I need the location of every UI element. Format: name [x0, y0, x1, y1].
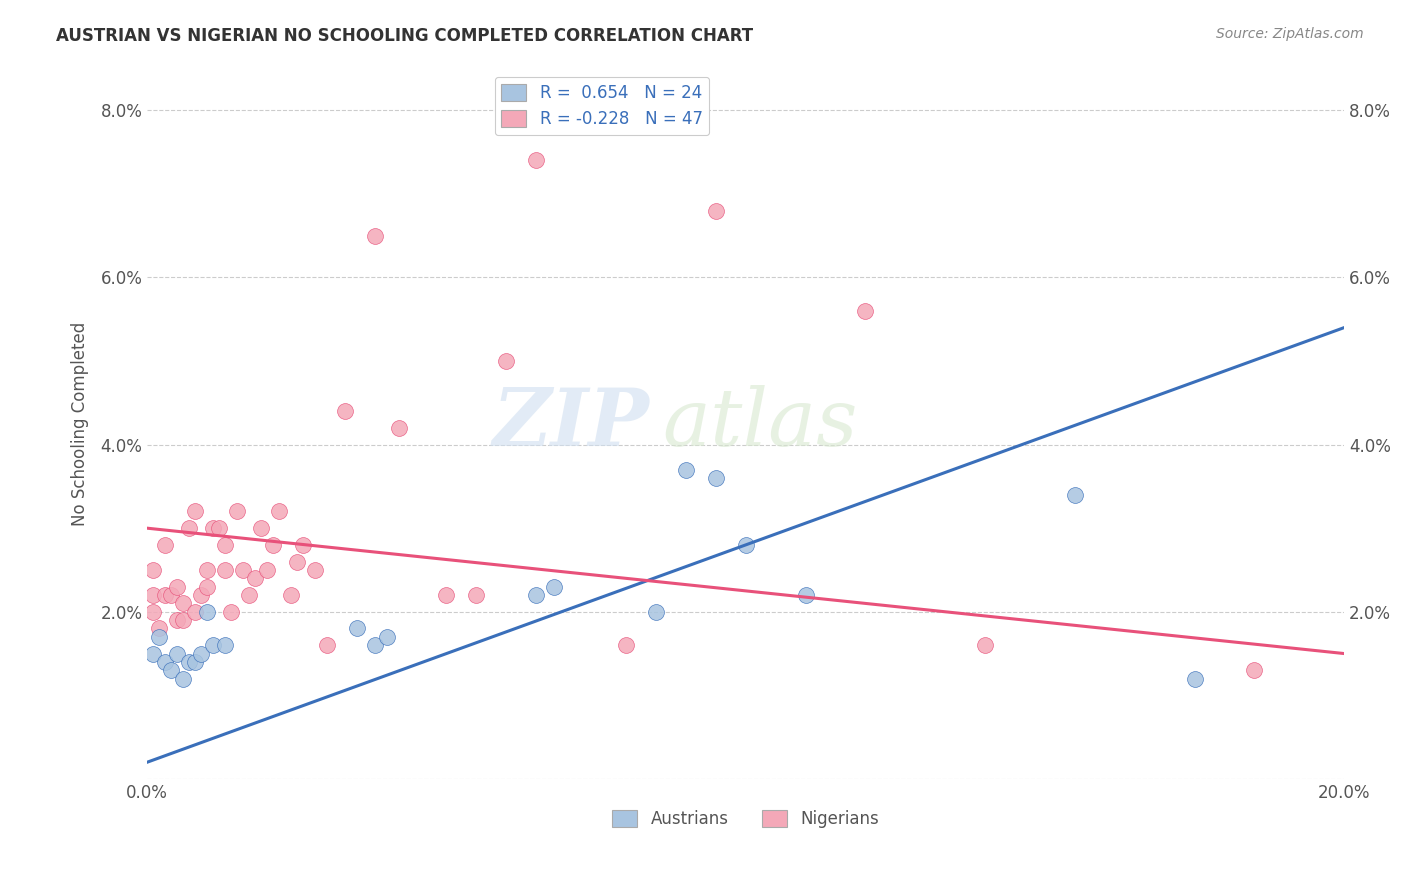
Point [363, 638, 385, 652]
Point [172, 672, 194, 686]
Point [142, 588, 165, 602]
Point [219, 605, 242, 619]
Point [148, 622, 170, 636]
Point [280, 588, 302, 602]
Point [238, 588, 260, 602]
Point [177, 521, 200, 535]
Point [675, 463, 697, 477]
Point [250, 521, 273, 535]
Point [184, 504, 207, 518]
Point [142, 563, 165, 577]
Point [465, 588, 488, 602]
Point [734, 538, 756, 552]
Point [524, 588, 547, 602]
Point [166, 613, 188, 627]
Point [974, 638, 997, 652]
Point [190, 647, 212, 661]
Point [375, 630, 398, 644]
Point [704, 471, 727, 485]
Point [794, 588, 817, 602]
Point [387, 421, 409, 435]
Point [543, 580, 565, 594]
Text: Source: ZipAtlas.com: Source: ZipAtlas.com [1216, 27, 1364, 41]
Point [495, 354, 517, 368]
Point [214, 638, 236, 652]
Point [153, 538, 176, 552]
Point [315, 638, 337, 652]
Point [285, 555, 308, 569]
Point [142, 647, 165, 661]
Y-axis label: No Schooling Completed: No Schooling Completed [72, 322, 89, 526]
Text: AUSTRIAN VS NIGERIAN NO SCHOOLING COMPLETED CORRELATION CHART: AUSTRIAN VS NIGERIAN NO SCHOOLING COMPLE… [56, 27, 754, 45]
Text: ZIP: ZIP [494, 385, 650, 462]
Point [524, 153, 547, 168]
Point [195, 580, 218, 594]
Point [184, 655, 207, 669]
Legend: Austrians, Nigerians: Austrians, Nigerians [606, 803, 886, 835]
Point [202, 521, 225, 535]
Point [202, 638, 225, 652]
Point [1063, 488, 1085, 502]
Point [184, 605, 207, 619]
Point [148, 630, 170, 644]
Point [1184, 672, 1206, 686]
Point [704, 203, 727, 218]
Point [142, 605, 165, 619]
Point [160, 663, 183, 677]
Point [267, 504, 290, 518]
Point [190, 588, 212, 602]
Point [195, 563, 218, 577]
Point [172, 613, 194, 627]
Point [363, 228, 385, 243]
Point [614, 638, 637, 652]
Point [226, 504, 249, 518]
Point [214, 538, 236, 552]
Point [645, 605, 668, 619]
Point [346, 622, 368, 636]
Point [153, 655, 176, 669]
Point [214, 563, 236, 577]
Point [291, 538, 314, 552]
Point [195, 605, 218, 619]
Point [208, 521, 231, 535]
Point [177, 655, 200, 669]
Point [232, 563, 254, 577]
Point [166, 647, 188, 661]
Point [256, 563, 278, 577]
Text: atlas: atlas [662, 385, 858, 462]
Point [304, 563, 326, 577]
Point [333, 404, 356, 418]
Point [166, 580, 188, 594]
Point [172, 596, 194, 610]
Point [243, 571, 266, 585]
Point [853, 304, 876, 318]
Point [1243, 663, 1265, 677]
Point [153, 588, 176, 602]
Point [160, 588, 183, 602]
Point [262, 538, 284, 552]
Point [436, 588, 458, 602]
